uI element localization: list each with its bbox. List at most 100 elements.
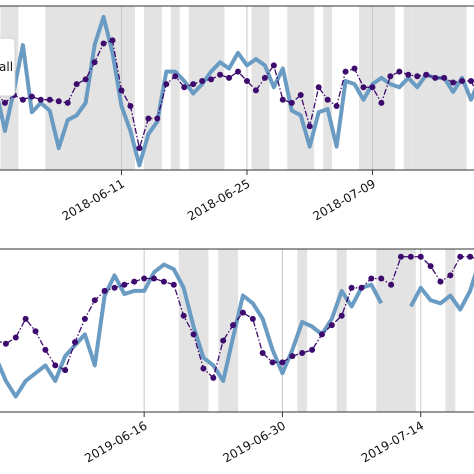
data-point — [457, 253, 464, 260]
legend: all — [0, 37, 16, 97]
data-point — [348, 284, 355, 291]
shaded-band — [385, 6, 395, 170]
shaded-band — [198, 249, 209, 412]
x-tick-label: 2018-06-11 — [60, 176, 127, 223]
x-tick-label: 2018-06-25 — [185, 176, 252, 223]
data-point — [279, 96, 286, 103]
data-point — [19, 96, 26, 103]
shaded-band — [218, 249, 229, 412]
data-point — [82, 76, 89, 83]
data-point — [328, 322, 335, 329]
data-point — [270, 62, 277, 69]
shaded-band — [63, 6, 73, 170]
data-point — [235, 68, 241, 75]
data-point — [351, 65, 358, 72]
shaded-band — [206, 6, 216, 170]
data-point — [338, 312, 345, 319]
data-point — [369, 84, 376, 91]
shaded-band — [143, 6, 153, 170]
data-point — [441, 74, 448, 81]
data-point — [220, 337, 227, 344]
data-point — [121, 281, 128, 288]
legend-box — [0, 37, 16, 97]
dashdot-series — [0, 253, 474, 381]
data-point — [239, 309, 246, 316]
data-point — [407, 253, 414, 260]
data-point — [1, 99, 8, 106]
data-point — [414, 73, 421, 80]
data-point — [111, 284, 118, 291]
data-point — [368, 275, 375, 282]
shaded-band — [323, 6, 333, 170]
axes-frame — [0, 5, 474, 171]
data-point — [180, 312, 187, 319]
data-point — [230, 322, 237, 329]
data-point — [427, 263, 434, 270]
shaded-band — [45, 6, 55, 170]
data-point — [46, 96, 53, 103]
data-point — [432, 74, 439, 81]
x-tick-label: 2018-07-09 — [311, 176, 378, 223]
data-point — [141, 275, 148, 282]
data-point — [249, 315, 256, 322]
data-point — [318, 331, 325, 338]
shaded-band — [336, 249, 347, 412]
shaded-band — [178, 249, 189, 412]
legend-label: all — [0, 60, 13, 74]
shaded-band — [215, 6, 225, 170]
data-point — [333, 102, 340, 109]
shaded-band — [448, 6, 458, 170]
data-point — [72, 339, 79, 346]
data-point — [91, 297, 98, 304]
data-point — [101, 287, 108, 294]
data-point — [118, 87, 125, 94]
dashdot-series-line — [0, 256, 474, 380]
data-point — [136, 145, 143, 152]
shaded-band — [108, 6, 117, 170]
data-point — [405, 71, 412, 78]
data-point — [378, 275, 385, 282]
data-point — [64, 99, 71, 106]
data-point — [32, 328, 39, 335]
data-point — [62, 367, 69, 374]
data-point — [28, 93, 35, 100]
data-point — [437, 278, 444, 285]
shaded-bands — [0, 6, 467, 170]
shaded-band — [125, 6, 135, 170]
data-point — [100, 40, 107, 47]
shaded-band — [445, 249, 456, 412]
shaded-band — [396, 249, 406, 412]
data-point — [217, 71, 224, 78]
shaded-band — [54, 6, 64, 170]
shaded-band — [170, 6, 180, 170]
data-point — [467, 253, 474, 260]
shaded-band — [386, 249, 397, 412]
data-point — [208, 76, 215, 83]
shaded-band — [376, 249, 387, 412]
data-point — [447, 272, 454, 279]
data-point — [261, 74, 268, 81]
data-point — [342, 68, 349, 75]
shaded-band — [439, 6, 449, 170]
data-point — [289, 353, 296, 360]
data-point — [190, 331, 197, 338]
shaded-band — [99, 6, 109, 170]
data-point — [226, 74, 233, 81]
shaded-band — [90, 6, 100, 170]
data-point — [200, 365, 207, 372]
data-point — [109, 37, 116, 44]
x-tick-label: 2019-06-30 — [221, 418, 288, 465]
data-point — [279, 359, 286, 366]
shaded-band — [305, 6, 315, 170]
data-point — [170, 281, 177, 288]
data-point — [2, 340, 9, 347]
data-point — [22, 315, 29, 322]
shaded-band — [81, 6, 91, 170]
shaded-band — [296, 6, 306, 170]
data-point — [378, 99, 385, 106]
shaded-band — [188, 6, 198, 170]
data-point — [181, 84, 188, 91]
data-point — [299, 350, 306, 357]
data-point — [243, 77, 250, 84]
